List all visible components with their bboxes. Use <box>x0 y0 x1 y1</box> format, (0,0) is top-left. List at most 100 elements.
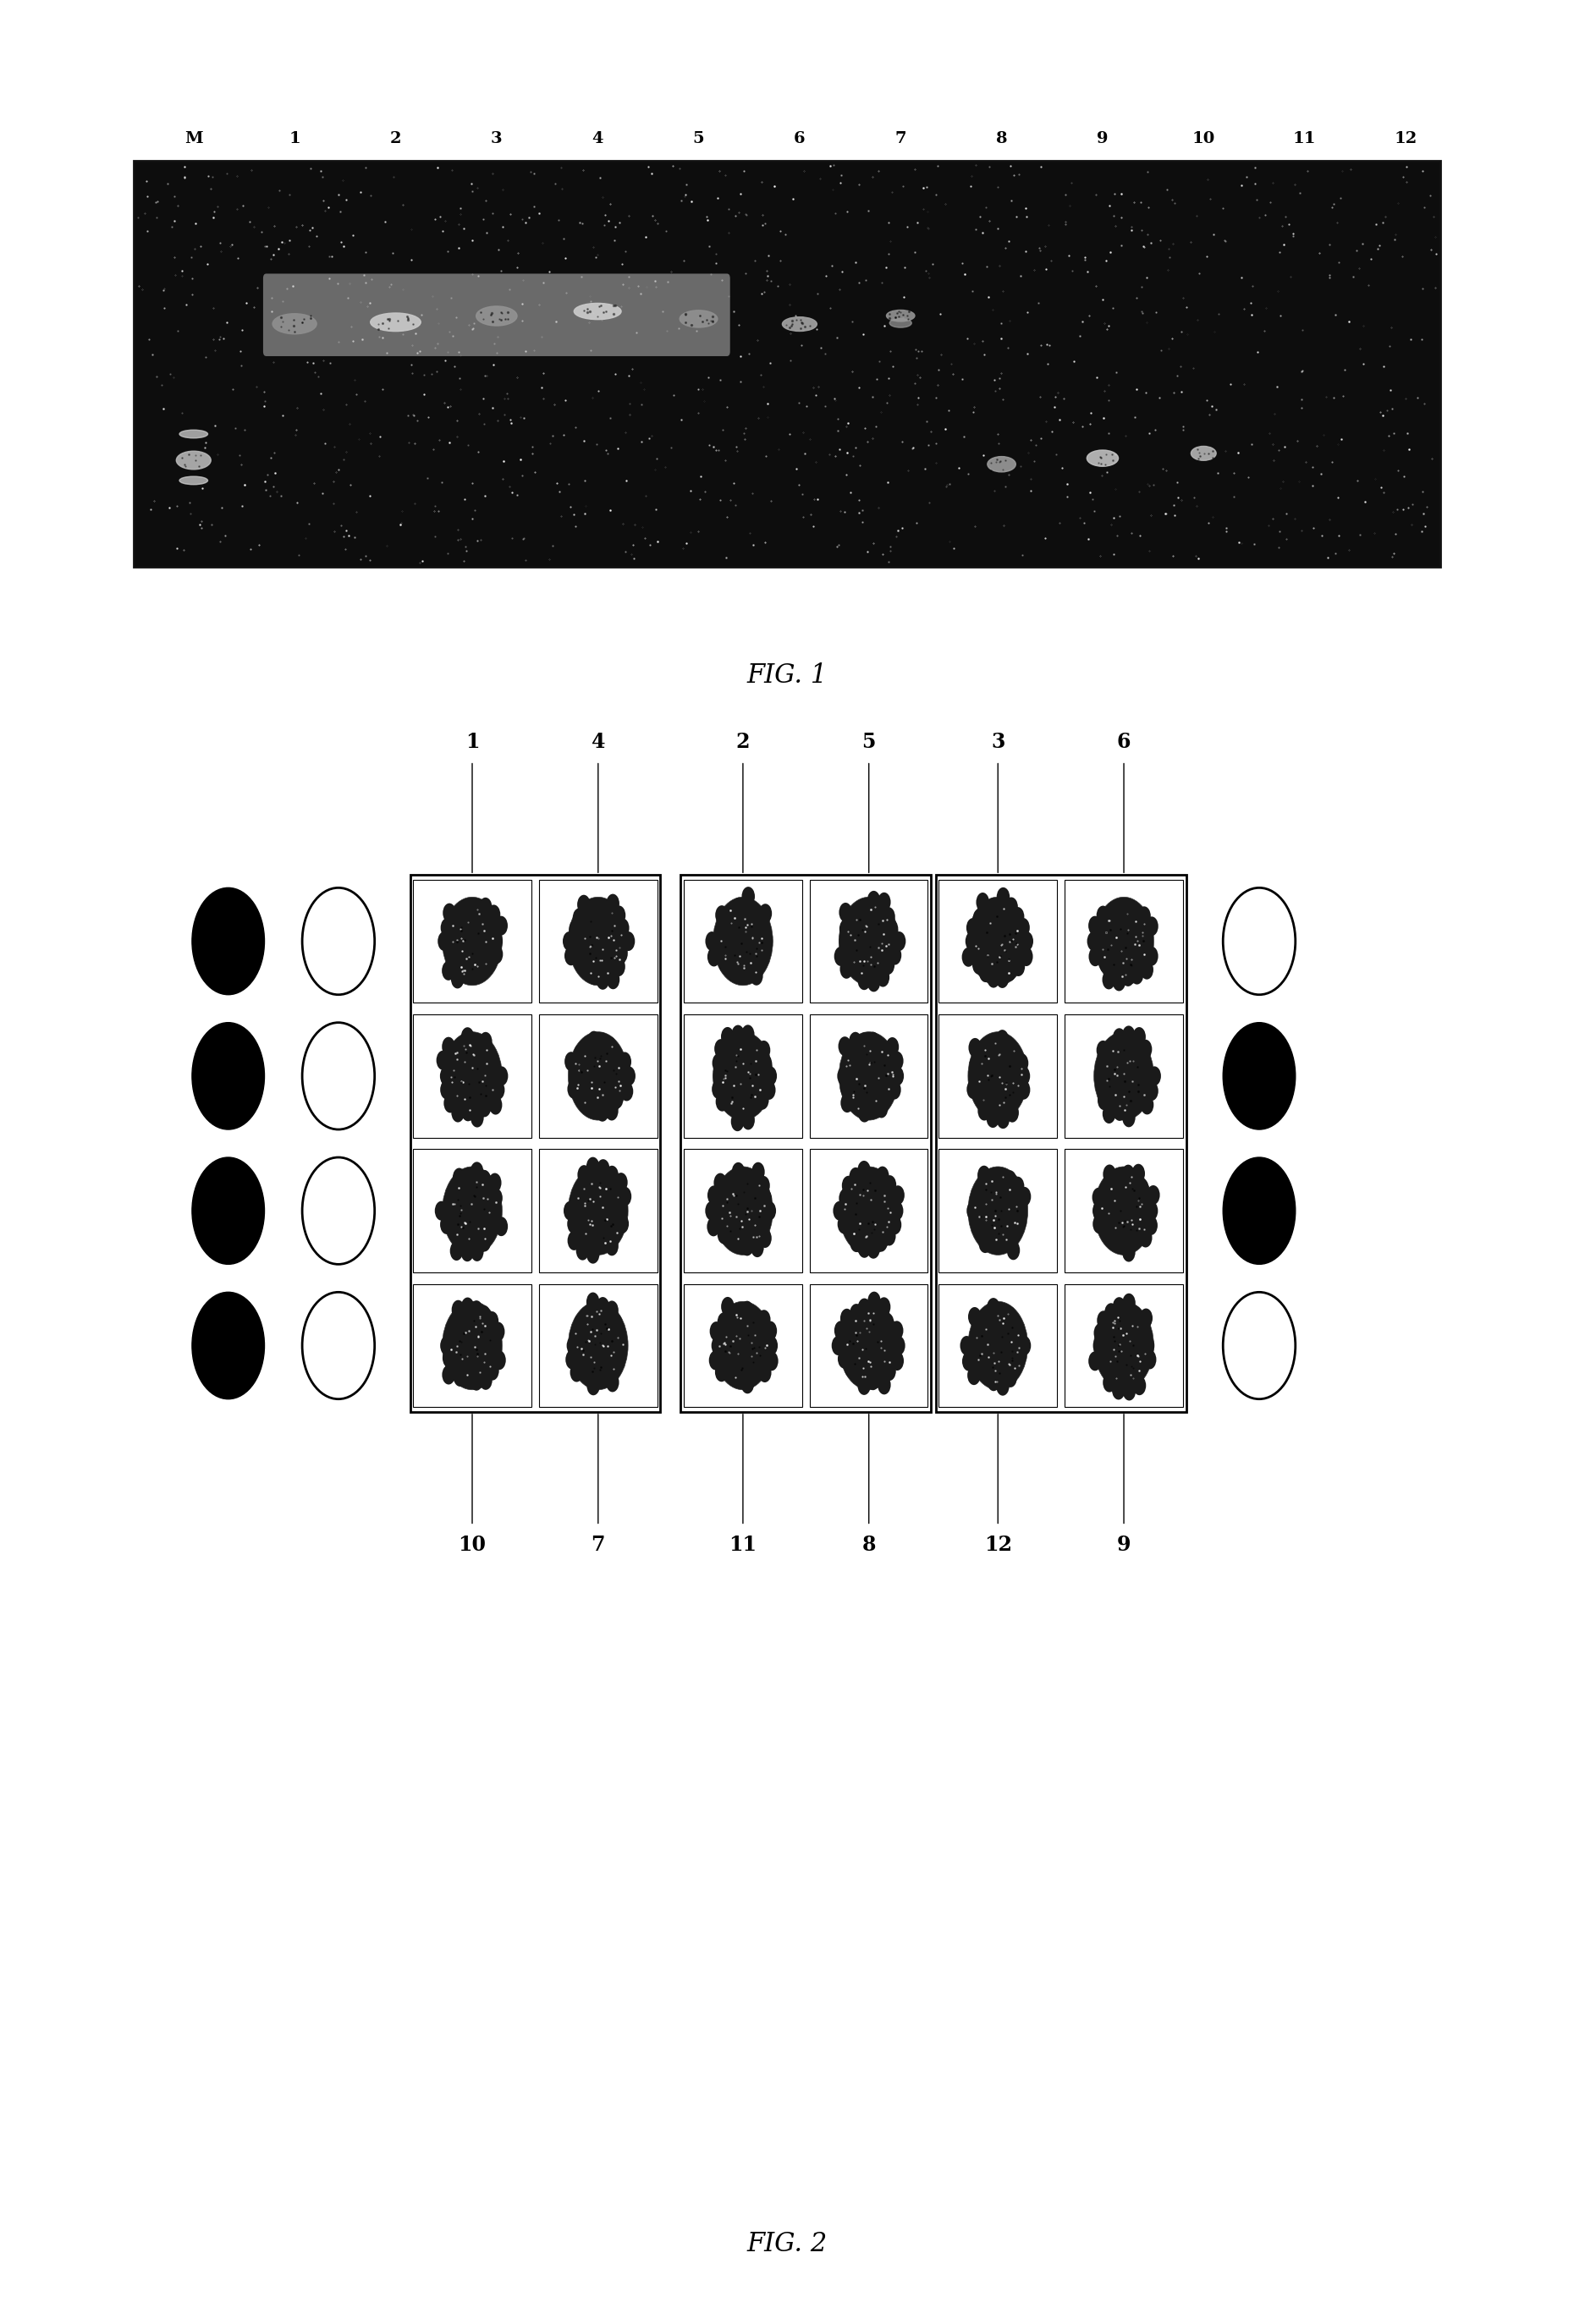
Circle shape <box>705 932 718 951</box>
Circle shape <box>461 1027 474 1046</box>
Circle shape <box>1100 1222 1113 1241</box>
Circle shape <box>587 1097 601 1118</box>
Circle shape <box>1113 1027 1125 1048</box>
Circle shape <box>461 964 475 983</box>
Circle shape <box>1113 899 1127 918</box>
Circle shape <box>619 1188 631 1206</box>
Circle shape <box>762 1081 776 1099</box>
Circle shape <box>971 1213 984 1232</box>
Circle shape <box>450 1241 463 1260</box>
Circle shape <box>1017 1067 1029 1085</box>
Circle shape <box>726 1227 740 1248</box>
Circle shape <box>1099 1076 1111 1095</box>
Circle shape <box>1143 1350 1157 1369</box>
Circle shape <box>733 1229 746 1248</box>
Circle shape <box>302 1023 375 1129</box>
Circle shape <box>979 962 992 983</box>
Circle shape <box>1113 1102 1127 1120</box>
Circle shape <box>490 932 502 951</box>
Circle shape <box>597 969 609 990</box>
Circle shape <box>1007 1241 1020 1260</box>
Circle shape <box>1094 1322 1107 1343</box>
Circle shape <box>756 941 770 962</box>
Circle shape <box>606 1167 619 1185</box>
Text: M: M <box>184 130 203 146</box>
Circle shape <box>852 1095 864 1113</box>
Bar <box>1064 1013 1184 1136</box>
Circle shape <box>612 957 625 976</box>
Text: 1: 1 <box>288 130 301 146</box>
Circle shape <box>441 1067 453 1085</box>
Circle shape <box>707 1185 721 1204</box>
Circle shape <box>606 1236 619 1255</box>
Circle shape <box>839 897 899 985</box>
Text: 7: 7 <box>592 1536 604 1555</box>
Circle shape <box>877 1297 891 1318</box>
Text: 8: 8 <box>996 130 1007 146</box>
Bar <box>1064 1285 1184 1408</box>
Circle shape <box>1127 1227 1141 1248</box>
Circle shape <box>597 1160 609 1178</box>
Circle shape <box>471 1241 483 1262</box>
Circle shape <box>858 1239 870 1257</box>
Circle shape <box>608 1048 620 1067</box>
Circle shape <box>1004 1369 1017 1387</box>
Circle shape <box>1088 1350 1102 1371</box>
Circle shape <box>713 1032 773 1120</box>
Text: 2: 2 <box>390 130 401 146</box>
Circle shape <box>1099 953 1113 974</box>
Circle shape <box>578 895 590 913</box>
Circle shape <box>615 1213 630 1234</box>
Circle shape <box>450 969 464 988</box>
Circle shape <box>852 902 864 923</box>
Circle shape <box>976 892 988 911</box>
Circle shape <box>1088 916 1102 934</box>
Circle shape <box>573 909 586 927</box>
Circle shape <box>883 1176 896 1195</box>
Circle shape <box>1097 1067 1111 1085</box>
Circle shape <box>740 1301 754 1320</box>
Circle shape <box>461 1241 474 1262</box>
Circle shape <box>757 1176 770 1195</box>
Circle shape <box>987 897 1001 918</box>
Circle shape <box>759 1055 773 1074</box>
Circle shape <box>1092 1213 1107 1234</box>
Circle shape <box>450 1220 464 1239</box>
Text: 7: 7 <box>896 130 907 146</box>
Circle shape <box>587 1032 601 1050</box>
Circle shape <box>1100 1178 1113 1199</box>
Circle shape <box>859 902 872 920</box>
Circle shape <box>881 906 896 927</box>
Bar <box>938 1150 1058 1274</box>
Circle shape <box>837 1067 850 1085</box>
Circle shape <box>469 899 483 920</box>
Text: 2: 2 <box>737 732 749 753</box>
Circle shape <box>1122 1380 1136 1401</box>
Circle shape <box>1144 1202 1158 1220</box>
Text: 4: 4 <box>592 732 604 753</box>
Circle shape <box>721 1297 733 1315</box>
Circle shape <box>881 955 894 974</box>
Ellipse shape <box>889 318 911 328</box>
Circle shape <box>570 1325 584 1343</box>
Circle shape <box>1146 916 1158 937</box>
Circle shape <box>888 1215 902 1234</box>
Circle shape <box>748 1364 760 1383</box>
Circle shape <box>595 1032 609 1053</box>
Ellipse shape <box>179 476 208 486</box>
Circle shape <box>461 899 475 920</box>
Circle shape <box>839 1032 899 1120</box>
Circle shape <box>1136 1325 1151 1346</box>
Text: 5: 5 <box>863 732 875 753</box>
Circle shape <box>485 1057 497 1076</box>
Circle shape <box>568 920 582 939</box>
Circle shape <box>565 1350 579 1369</box>
Text: 4: 4 <box>592 130 603 146</box>
Circle shape <box>867 1292 881 1311</box>
Circle shape <box>494 916 508 934</box>
Circle shape <box>891 1050 903 1071</box>
Circle shape <box>565 1053 578 1071</box>
Circle shape <box>469 1037 482 1055</box>
Circle shape <box>1020 946 1033 967</box>
Circle shape <box>1094 1301 1154 1390</box>
